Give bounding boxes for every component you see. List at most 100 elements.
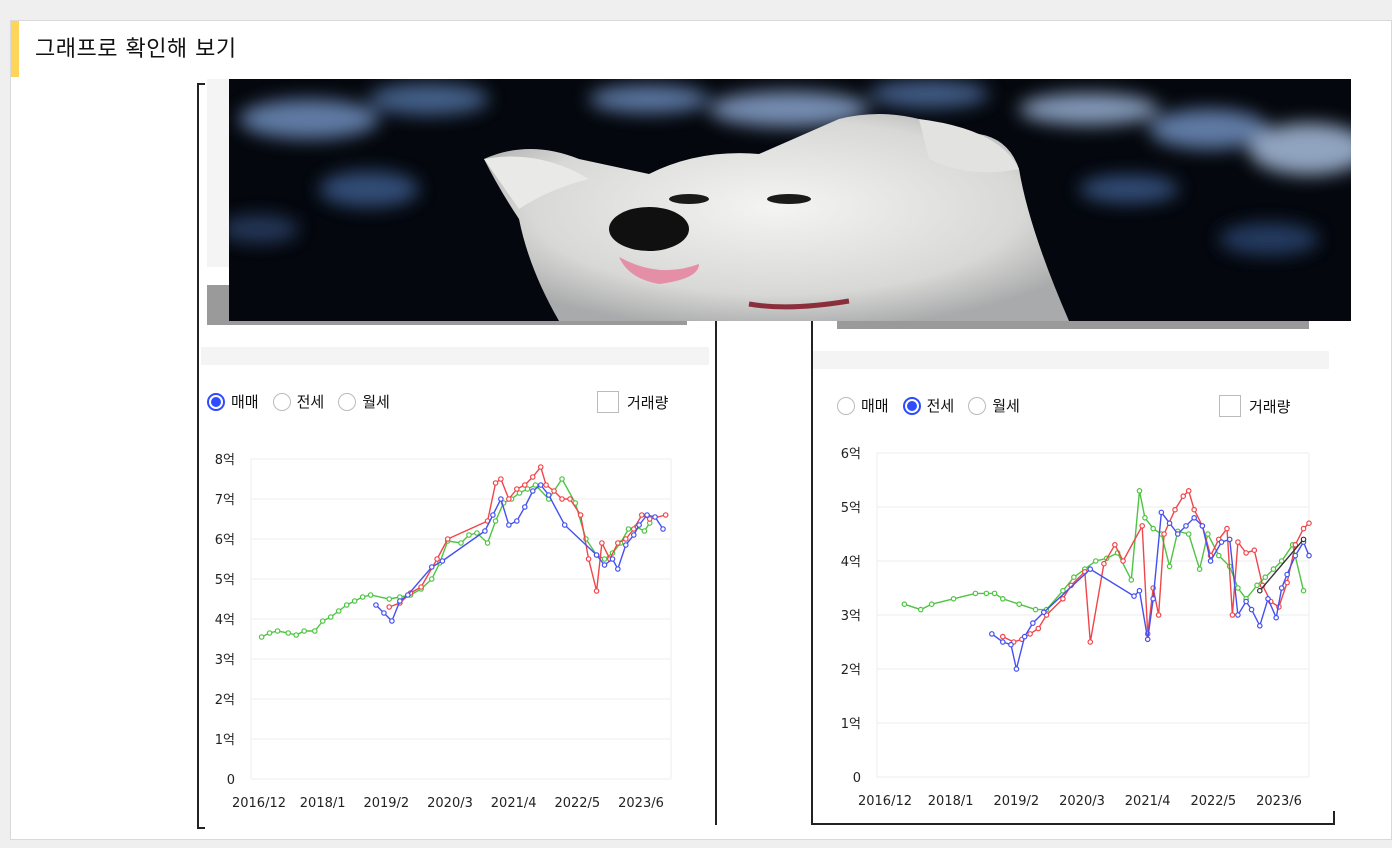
left-volume-checkbox[interactable]: 거래량 [597,391,668,413]
data-point [1215,552,1222,559]
data-point [492,518,499,524]
data-point [972,590,979,597]
data-point [1300,536,1307,543]
data-point [1013,666,1020,672]
data-point [1120,558,1126,564]
radio-label-sale: 매매 [231,393,259,411]
data-point [1136,487,1143,494]
data-point [901,601,908,608]
data-point [458,540,464,546]
data-point [999,633,1006,640]
data-point [638,512,645,518]
data-point [1270,566,1277,572]
data-point [1300,587,1307,594]
data-point [434,556,440,562]
y-tick-label: 2억 [215,693,235,708]
data-point [1112,542,1118,548]
data-point [1292,552,1299,559]
right-radio-monthly[interactable]: 월세 [968,395,1020,416]
data-point [1016,601,1022,608]
data-point [950,596,957,602]
radio-selected-icon[interactable] [902,396,921,415]
data-point [319,618,326,624]
right-panel-band [813,351,1329,369]
left-radio-monthly[interactable]: 월세 [338,391,390,412]
right-volume-checkbox[interactable]: 거래량 [1219,395,1290,417]
data-point [630,532,637,538]
data-point [601,562,608,568]
checkbox-icon[interactable] [1219,395,1241,417]
left-radio-jeonse[interactable]: 전세 [272,391,325,412]
title-accent-bar [11,21,19,77]
panel-divider-left [715,321,717,825]
x-tick-label: 2023/6 [1256,794,1302,809]
data-point [1300,525,1307,532]
data-point [1273,614,1279,621]
y-tick-label: 3억 [215,653,235,668]
data-point [1150,596,1156,602]
data-point [1218,539,1225,545]
data-point [351,598,358,604]
data-point [630,526,637,532]
data-point [1030,620,1036,626]
data-point [615,540,621,546]
data-point [1128,577,1135,583]
radio-label-monthly: 월세 [362,393,390,411]
radio-unselected-icon[interactable] [837,396,855,415]
data-point [1092,558,1099,564]
data-point [662,512,669,518]
data-point [266,630,273,636]
data-point [1256,623,1263,629]
right-radio-sale[interactable]: 매매 [837,395,889,416]
data-point [983,590,990,597]
data-point [521,504,528,510]
data-point [498,496,504,502]
data-point [529,474,536,480]
x-tick-label: 2022/5 [554,796,600,811]
radio-label-sale: 매매 [861,397,889,415]
checkbox-icon[interactable] [597,391,619,413]
jeonse-price-chart: 0 1억 2억 3억 4억 5억 6억 2016/12 2018/1 2019/2 2020/3 20… [841,447,1312,809]
data-point [1196,566,1203,572]
panel-divider-right [811,321,813,825]
data-point [1306,552,1312,559]
data-point [386,596,393,602]
data-point [644,512,650,518]
data-point [1155,612,1162,618]
data-point [999,596,1006,602]
data-point [506,522,512,528]
x-tick-label: 2016/12 [858,794,912,809]
left-radio-sale[interactable]: 매매 [207,391,259,412]
left-frame-bracket [197,83,205,829]
data-point [593,552,600,558]
data-point [1158,509,1165,516]
y-tick-label: 0 [227,773,235,788]
data-point [599,540,605,546]
data-point [1161,531,1167,537]
data-point [529,488,536,494]
radio-selected-icon[interactable] [207,392,225,411]
data-point [389,618,395,624]
data-point [1207,558,1214,564]
right-radio-jeonse[interactable]: 전세 [902,395,954,416]
data-point [623,542,629,548]
y-tick-label: 8억 [215,453,235,468]
data-point [474,530,480,536]
left-panel-band [201,347,709,365]
data-point [1224,525,1230,532]
data-point [1205,531,1211,537]
y-tick-label: 3억 [841,609,861,624]
radio-unselected-icon[interactable] [272,392,291,411]
data-point [514,486,520,492]
data-point [1256,587,1263,594]
x-tick-label: 2021/4 [1125,794,1171,809]
radio-label-jeonse: 전세 [296,393,325,411]
data-point [537,464,544,470]
data-point [521,482,528,488]
radio-unselected-icon[interactable] [968,396,987,415]
data-point [636,522,642,528]
x-tick-label: 2020/3 [427,796,473,811]
y-tick-label: 4억 [841,555,861,570]
radio-unselected-icon[interactable] [338,392,357,411]
data-point [1172,506,1178,513]
